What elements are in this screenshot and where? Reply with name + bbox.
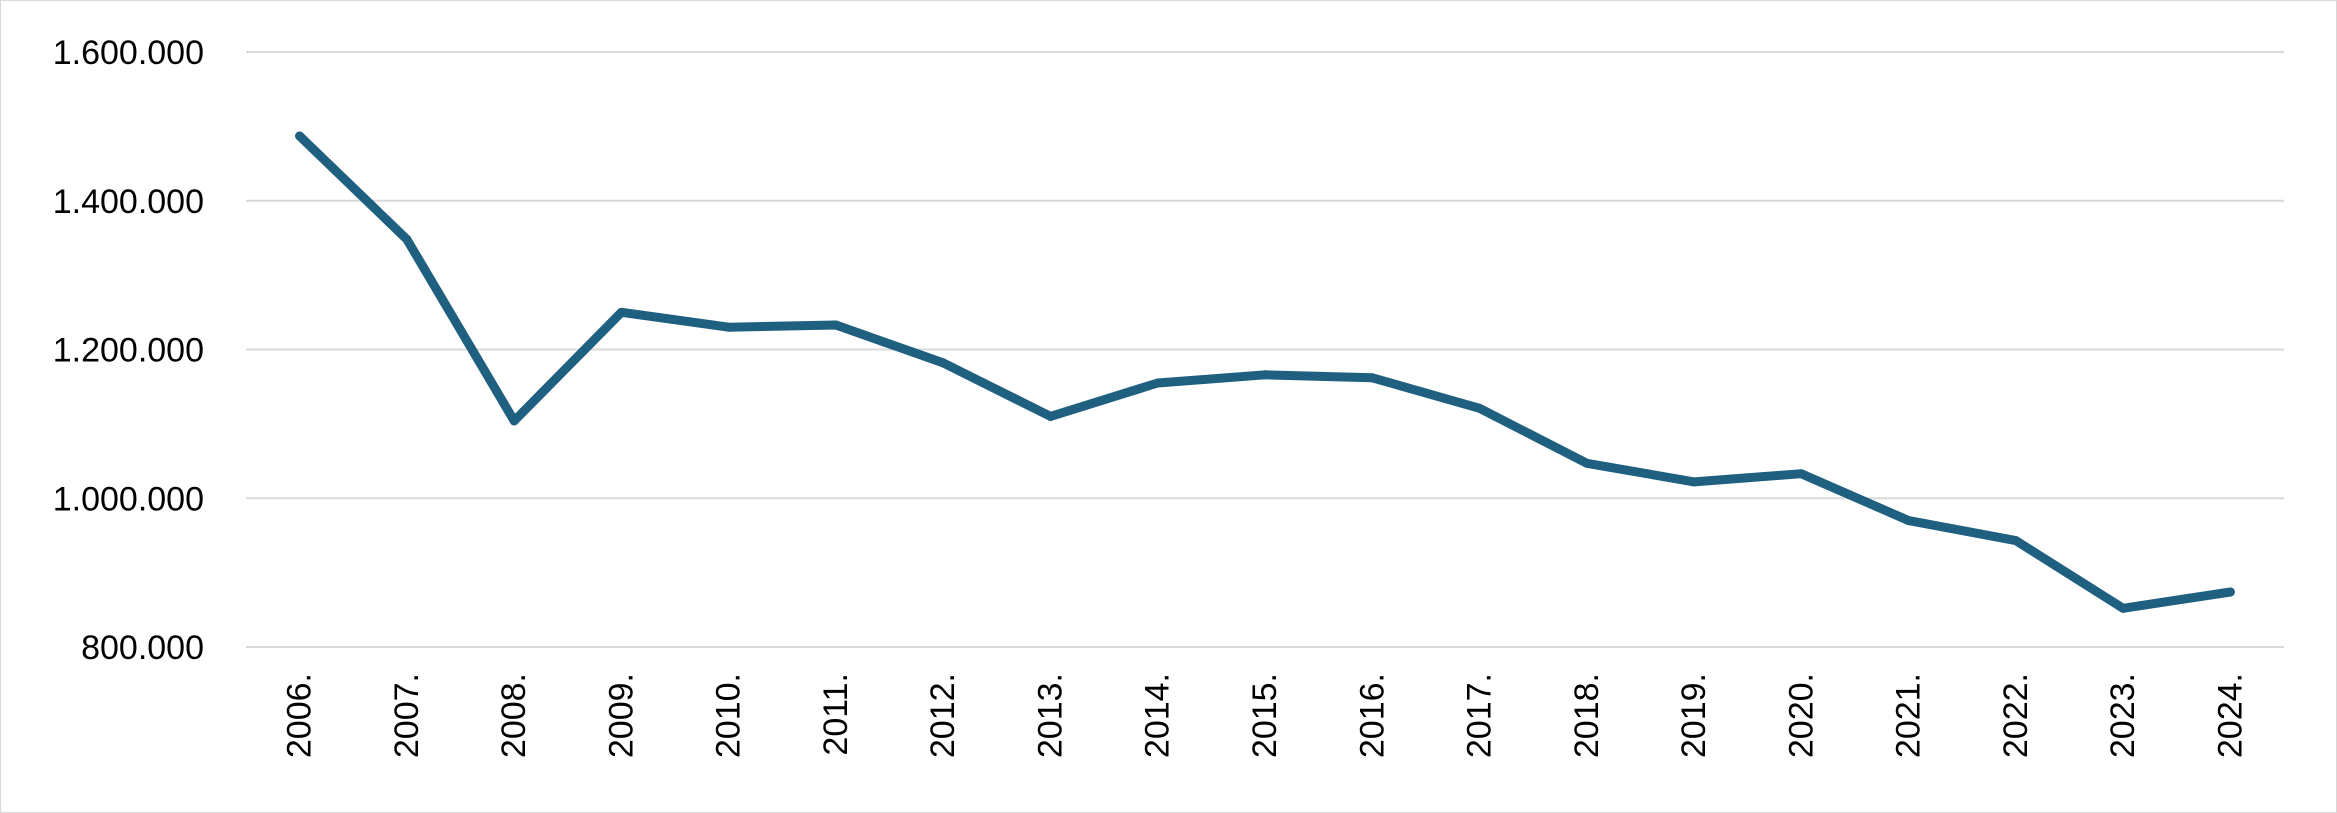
data-point bbox=[616, 307, 626, 317]
y-tick-label: 1.000.000 bbox=[53, 480, 204, 518]
x-axis-tick-labels: 2006. 2007. 2008. 2009. 2010. 2011. 2012. 2013.… bbox=[281, 673, 2250, 758]
data-point bbox=[1796, 469, 1806, 479]
y-tick-label: 1.200.000 bbox=[53, 332, 204, 370]
data-point bbox=[1475, 403, 1485, 413]
data-point bbox=[1153, 378, 1163, 388]
data-point bbox=[724, 322, 734, 332]
y-tick-label: 1.600.000 bbox=[53, 34, 204, 72]
data-point bbox=[2118, 603, 2128, 613]
x-tick-label: 2013. bbox=[1031, 673, 1069, 758]
data-point bbox=[1045, 411, 1055, 421]
gridlines bbox=[246, 51, 2284, 648]
x-tick-label: 2021. bbox=[1890, 673, 1928, 758]
x-tick-label: 2019. bbox=[1675, 673, 1713, 758]
data-point bbox=[509, 416, 519, 426]
x-tick-label: 2016. bbox=[1353, 673, 1391, 758]
x-tick-label: 2007. bbox=[388, 673, 426, 758]
y-axis-tick-labels: 800.000 1.000.000 1.200.000 1.400.000 1.600.… bbox=[53, 34, 204, 667]
x-tick-label: 2024. bbox=[2211, 673, 2249, 758]
data-point bbox=[2011, 536, 2021, 546]
x-tick-label: 2020. bbox=[1782, 673, 1820, 758]
data-point bbox=[1367, 373, 1377, 383]
x-tick-label: 2009. bbox=[602, 673, 640, 758]
x-tick-label: 2011. bbox=[817, 673, 855, 756]
y-tick-label: 800.000 bbox=[81, 629, 204, 667]
data-point bbox=[1260, 370, 1270, 380]
y-tick-label: 1.400.000 bbox=[53, 183, 204, 221]
x-tick-label: 2022. bbox=[1997, 673, 2035, 758]
data-point bbox=[295, 131, 305, 141]
x-tick-label: 2008. bbox=[495, 673, 533, 758]
x-tick-label: 2018. bbox=[1568, 673, 1606, 758]
data-point bbox=[1582, 458, 1592, 468]
x-tick-label: 2010. bbox=[710, 673, 748, 758]
data-point bbox=[402, 234, 412, 244]
x-tick-label: 2014. bbox=[1139, 673, 1177, 758]
data-point bbox=[1904, 516, 1914, 526]
data-point bbox=[831, 320, 841, 330]
data-point bbox=[1689, 477, 1699, 487]
data-point bbox=[2225, 587, 2235, 597]
series-layer bbox=[295, 131, 2235, 613]
data-point bbox=[938, 358, 948, 368]
x-tick-label: 2015. bbox=[1246, 673, 1284, 758]
x-tick-label: 2006. bbox=[281, 673, 319, 758]
x-tick-label: 2012. bbox=[924, 673, 962, 758]
x-tick-label: 2017. bbox=[1461, 673, 1499, 758]
x-tick-label: 2023. bbox=[2104, 673, 2142, 758]
